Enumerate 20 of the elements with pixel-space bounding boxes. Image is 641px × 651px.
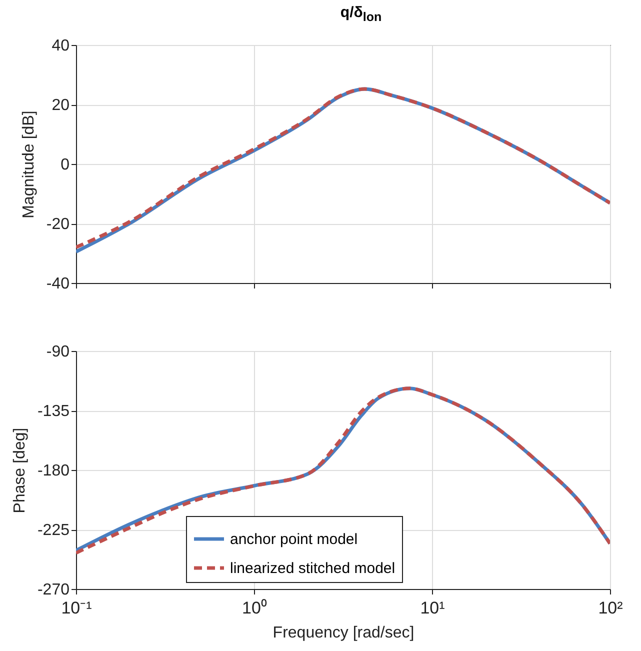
x-tick-label: 10² [598,598,624,618]
y-tick-label: -180 [37,462,70,480]
legend-label: linearized stitched model [230,560,396,577]
y-tick-label: -270 [37,582,70,598]
y-tick-label: 0 [60,156,70,174]
y-tick-label: 20 [52,97,70,114]
y-axis-title: Phase [deg] [11,428,28,514]
y-tick-label: -225 [37,522,70,539]
y-axis-title: Magnitude [dB] [20,110,38,218]
y-tick-label: -20 [46,216,70,233]
y-tick-label: -135 [37,403,70,420]
chart-title: q/δ$_{lon}$ [339,4,383,24]
y-tick-label: 40 [52,38,70,54]
y-tick-label: -90 [46,344,70,360]
x-axis-title: Frequency [rad/sec] [272,624,414,642]
x-tick-label: 10⁰ [242,598,267,618]
x-tick-label: 10⁻¹ [61,598,92,618]
y-tick-label: -40 [46,276,70,292]
legend-label: anchor point model [230,531,358,548]
x-tick-label: 10¹ [420,598,446,618]
